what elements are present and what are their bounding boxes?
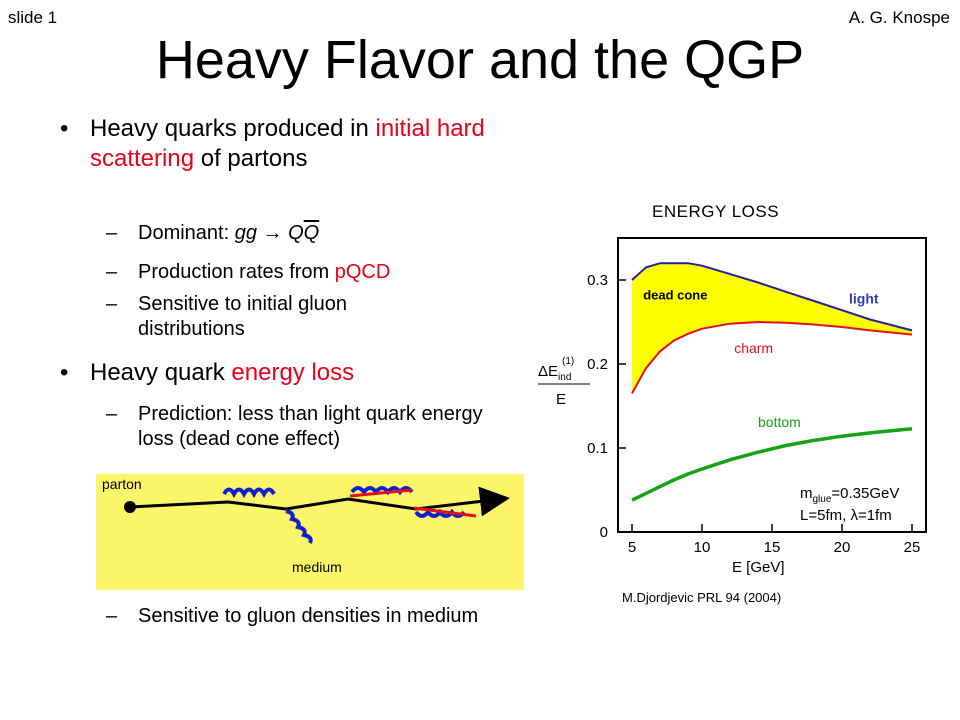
series-label-charm: charm (734, 340, 773, 356)
energy-loss-chart: 0 0.1 0.2 0.3 5 10 15 20 25 light charm bottom de… (538, 237, 927, 576)
params-line-2: L=5fm, λ=1fm (800, 507, 892, 524)
y-tick-label: 0.3 (587, 272, 608, 289)
x-tick-label: 5 (628, 539, 636, 556)
x-tick-label: 10 (694, 539, 711, 556)
gluon-emission-2 (285, 509, 313, 544)
qbar-symbol: Q (303, 222, 320, 244)
sub-bullet-production: – Production rates from pQCD (106, 260, 518, 285)
y-tick-label: 0 (600, 524, 608, 541)
bullet-heavy-quarks: • Heavy quarks produced in initial hard … (60, 114, 500, 174)
sub-bullet-prediction: – Prediction: less than light quark ener… (106, 402, 518, 452)
slide-number: slide 1 (8, 8, 58, 27)
x-tick-label: 25 (904, 539, 921, 556)
highlight-text: pQCD (334, 261, 391, 283)
medium-diagram: parton medium (96, 474, 524, 590)
series-line-charm (631, 320, 913, 394)
dash-glyph: – (106, 293, 118, 315)
sub-text: Sensitive to gluon densities in medium (138, 605, 479, 627)
params-line-1: mglue=0.35GeV (800, 485, 899, 505)
y-tick-label: 0.1 (587, 440, 608, 457)
dash-glyph: – (106, 222, 118, 244)
energy-loss-heading: ENERGY LOSS (652, 202, 780, 221)
y-axis-label-sup: (1) (562, 356, 574, 367)
series-label-light: light (849, 291, 879, 307)
sub-bullet-gluon-dist: – Sensitive to initial gluon distributio… (106, 292, 458, 342)
dash-glyph: – (106, 261, 118, 283)
medium-region (96, 474, 524, 590)
parton-track (129, 486, 510, 517)
highlight-text: energy loss (231, 359, 355, 386)
highlight-text: initial hard scattering (90, 115, 485, 172)
x-tick-label: 20 (834, 539, 851, 556)
dash-glyph: – (106, 605, 118, 627)
series-line-light (631, 262, 913, 332)
sub-bullet-dominant: – Dominant: gg → QQ (106, 221, 518, 246)
y-axis-label-numerator: ΔEind (538, 363, 571, 383)
q-symbol: Q (288, 222, 304, 244)
x-axis-label: E [GeV] (732, 559, 785, 576)
parton-label: parton (102, 476, 142, 492)
author-name: A. G. Knospe (848, 8, 950, 27)
sub-text: Dominant: (138, 222, 235, 244)
x-tick-label: 15 (764, 539, 781, 556)
gluon-exchange-2 (413, 506, 477, 518)
medium-label: medium (292, 559, 342, 575)
slide-title: Heavy Flavor and the QGP (155, 30, 805, 90)
citation: M.Djordjevic PRL 94 (2004) (622, 590, 782, 605)
bullet-glyph: • (60, 115, 69, 142)
y-tick-label: 0.2 (587, 356, 608, 373)
series-line-bottom (631, 426, 913, 502)
bullet-text: Heavy quark (90, 359, 232, 386)
series-label-bottom: bottom (758, 414, 801, 430)
arrow-symbol: → (256, 222, 289, 244)
bullet-text: Heavy quarks produced in (90, 115, 376, 142)
sub-text: Prediction: less than light quark energy… (138, 403, 483, 450)
gluon-exchange-1 (349, 488, 413, 498)
dead-cone-label: dead cone (643, 287, 707, 302)
sub-text: Production rates from (138, 261, 335, 283)
dead-cone-region (632, 263, 912, 394)
sub-text: Sensitive to initial gluon distributions (138, 293, 348, 340)
bullet-glyph: • (60, 359, 69, 386)
bullet-energy-loss: • Heavy quark energy loss (60, 358, 510, 388)
sub-bullet-gluon-densities: – Sensitive to gluon densities in medium (106, 604, 518, 629)
bullet-text-tail: of partons (194, 145, 308, 172)
y-axis-label-denominator: E (556, 391, 566, 408)
gg-symbol: gg (234, 222, 257, 244)
gluon-emission-1 (222, 487, 276, 499)
dash-glyph: – (106, 403, 118, 425)
